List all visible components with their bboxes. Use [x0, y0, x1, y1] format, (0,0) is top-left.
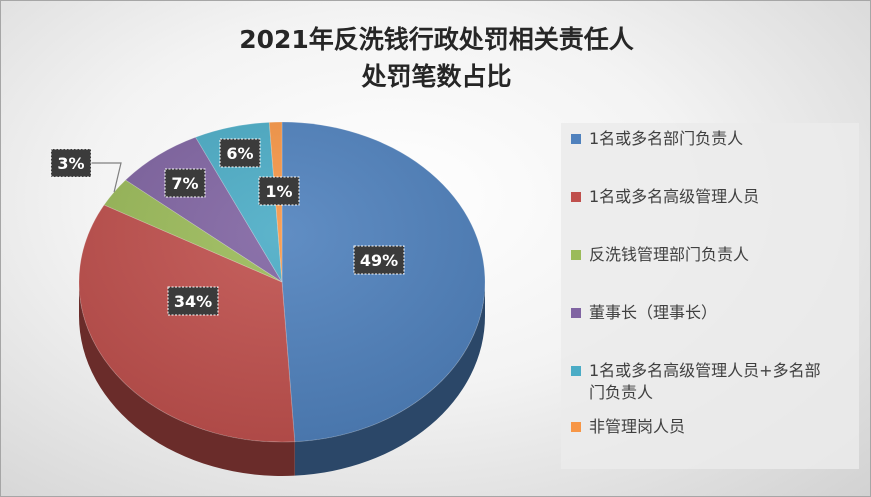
data-label-1: 34% — [167, 286, 219, 316]
legend-label: 1名或多名高级管理人员+多名部 门负责人 — [589, 360, 821, 404]
data-label-4: 6% — [219, 138, 261, 168]
pie-slice-side-0 — [294, 282, 485, 476]
legend-label: 1名或多名高级管理人员 — [589, 186, 759, 208]
data-label-0: 49% — [353, 245, 405, 275]
legend-swatch — [571, 134, 581, 144]
data-label-text: 49% — [360, 251, 398, 270]
data-label-box — [164, 168, 206, 198]
pie-top-shading — [79, 122, 485, 442]
data-label-text: 34% — [174, 292, 212, 311]
data-label-text: 3% — [57, 154, 84, 173]
legend-item: 董事长（理事长） — [571, 302, 855, 324]
data-label-3: 7% — [164, 168, 206, 198]
legend-swatch — [571, 250, 581, 260]
legend-item: 反洗钱管理部门负责人 — [571, 244, 855, 266]
legend: 1名或多名部门负责人 1名或多名高级管理人员 反洗钱管理部门负责人 董事长（理事长） 1… — [561, 123, 859, 469]
pie-slice-side-1 — [79, 282, 295, 476]
data-label-box — [219, 138, 261, 168]
legend-item: 1名或多名高级管理人员 — [571, 186, 855, 208]
legend-swatch — [571, 422, 581, 432]
chart-title: 2021年反洗钱行政处罚相关责任人 处罚笔数占比 — [1, 21, 870, 95]
legend-label-line: 门负责人 — [589, 383, 654, 402]
chart-title-line-1: 2021年反洗钱行政处罚相关责任人 — [239, 25, 634, 54]
legend-swatch — [571, 192, 581, 202]
legend-label: 反洗钱管理部门负责人 — [589, 244, 749, 266]
legend-label-line: 反洗钱管理部门负责人 — [589, 245, 750, 264]
data-label-box — [167, 286, 219, 316]
data-label-text: 7% — [171, 174, 198, 193]
data-label-box — [353, 245, 405, 275]
data-label-box — [258, 176, 300, 206]
legend-label: 董事长（理事长） — [589, 302, 717, 324]
data-label-text: 6% — [226, 144, 253, 163]
data-label-leader-line — [91, 162, 122, 193]
legend-label: 非管理岗人员 — [589, 416, 685, 438]
legend-label-line: 1名或多名部门负责人 — [589, 129, 744, 148]
data-label-2: 3% — [50, 148, 92, 178]
legend-label-line: 非管理岗人员 — [589, 417, 686, 436]
data-label-5: 1% — [258, 176, 300, 206]
legend-swatch — [571, 308, 581, 318]
legend-label-line: 董事长（理事长） — [589, 303, 718, 322]
chart-title-line-2: 处罚笔数占比 — [361, 62, 512, 91]
data-label-text: 1% — [265, 182, 292, 201]
legend-swatch — [571, 366, 581, 376]
legend-item: 非管理岗人员 — [571, 416, 855, 438]
legend-label-line: 1名或多名高级管理人员 — [589, 187, 760, 206]
legend-item: 1名或多名部门负责人 — [571, 128, 855, 150]
legend-label: 1名或多名部门负责人 — [589, 128, 743, 150]
data-label-box — [50, 148, 92, 178]
legend-label-line: 1名或多名高级管理人员+多名部 — [589, 361, 821, 380]
legend-item: 1名或多名高级管理人员+多名部 门负责人 — [571, 360, 855, 404]
